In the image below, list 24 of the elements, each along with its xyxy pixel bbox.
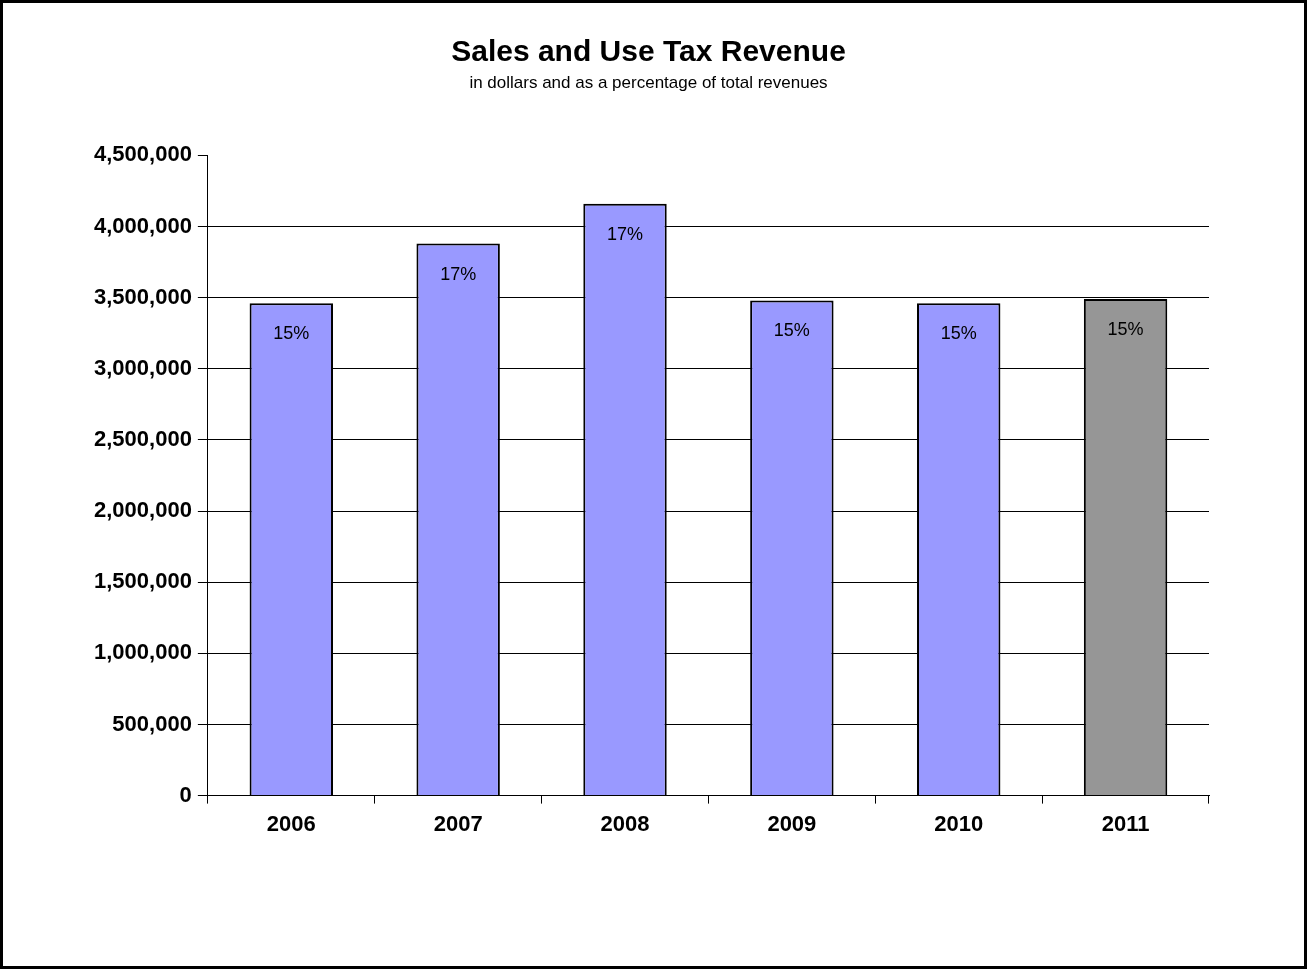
- y-tick-label: 1,500,000: [94, 568, 192, 594]
- y-tick-label: 2,000,000: [94, 497, 192, 523]
- y-tick-label: 1,000,000: [94, 639, 192, 665]
- y-tick-label: 4,500,000: [94, 141, 192, 167]
- annotation: 15%: [940, 323, 977, 344]
- x-tick-label: 2006: [266, 810, 316, 836]
- annotation: 15%: [273, 323, 310, 344]
- chart-subtitle: in dollars and as a percentage of total revenues: [469, 72, 828, 92]
- y-tick-label: 0: [179, 781, 192, 807]
- x-tick-label: 2011: [1101, 810, 1150, 836]
- x-tick-label: 2007: [433, 810, 483, 836]
- y-tick-label: 500,000: [112, 710, 192, 736]
- y-tick-label: 3,500,000: [94, 283, 192, 309]
- annotation: 17%: [606, 223, 644, 244]
- annotation: 15%: [1107, 319, 1144, 340]
- y-tick-label: 4,000,000: [94, 212, 192, 238]
- x-tick-label: 2008: [600, 810, 650, 836]
- annotation: 17%: [440, 263, 477, 284]
- chart-title: Sales and Use Tax Revenue: [451, 34, 846, 68]
- y-tick-label: 3,000,000: [94, 354, 192, 380]
- y-tick-label: 2,500,000: [94, 426, 192, 451]
- x-tick-label: 2010: [934, 810, 984, 836]
- x-tick-label: 2009: [767, 810, 817, 836]
- annotation: 15%: [773, 320, 810, 341]
